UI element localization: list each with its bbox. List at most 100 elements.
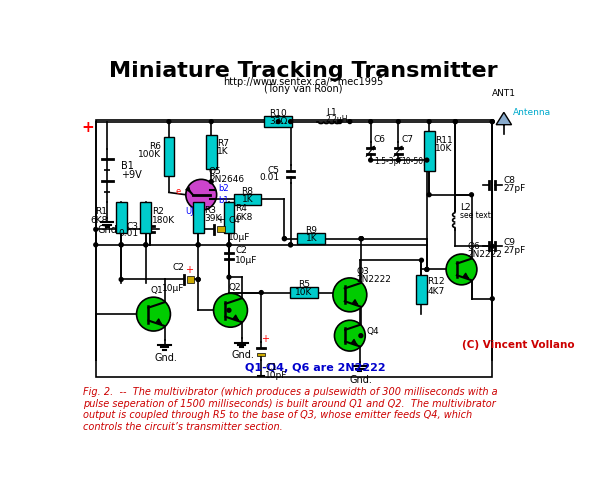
Circle shape — [277, 120, 280, 124]
Text: 10μF: 10μF — [235, 256, 257, 266]
Bar — [265, 116, 292, 127]
Text: (Tony van Roon): (Tony van Roon) — [265, 84, 343, 94]
Circle shape — [289, 243, 292, 246]
Text: 10μF: 10μF — [162, 284, 184, 293]
Circle shape — [196, 243, 200, 246]
Text: Q2: Q2 — [228, 282, 241, 292]
Text: Gnd.: Gnd. — [155, 353, 178, 363]
Text: 2.2μH: 2.2μH — [326, 115, 349, 124]
Text: 1K: 1K — [217, 147, 229, 156]
Circle shape — [259, 290, 263, 294]
Circle shape — [359, 236, 363, 240]
Text: b2: b2 — [218, 184, 229, 193]
Bar — [96, 120, 493, 377]
Text: 2N2222: 2N2222 — [467, 250, 503, 258]
Text: C4: C4 — [228, 216, 240, 226]
Circle shape — [283, 236, 286, 240]
Text: +: + — [82, 120, 94, 135]
Text: C9: C9 — [503, 238, 515, 247]
Circle shape — [196, 243, 200, 246]
Text: 4K7: 4K7 — [428, 286, 445, 296]
Bar — [116, 202, 127, 234]
Text: R8: R8 — [241, 187, 253, 196]
Bar — [224, 202, 235, 234]
Circle shape — [425, 268, 429, 272]
Polygon shape — [496, 112, 512, 124]
Text: Q3: Q3 — [356, 267, 369, 276]
Text: 1.5-3pF: 1.5-3pF — [374, 157, 403, 166]
Circle shape — [119, 243, 123, 246]
Circle shape — [348, 120, 352, 124]
Circle shape — [214, 294, 247, 327]
Text: 6K8: 6K8 — [90, 216, 107, 224]
Circle shape — [289, 120, 292, 124]
Text: ANT1: ANT1 — [492, 90, 516, 98]
Circle shape — [196, 278, 200, 281]
Circle shape — [454, 120, 457, 124]
Text: 0.01: 0.01 — [260, 174, 280, 182]
Circle shape — [369, 120, 373, 124]
Circle shape — [490, 120, 494, 124]
Circle shape — [425, 268, 429, 272]
Text: C1: C1 — [265, 364, 277, 372]
Text: 2N2222: 2N2222 — [356, 275, 391, 284]
Circle shape — [397, 158, 400, 162]
Bar — [140, 202, 151, 234]
Circle shape — [119, 278, 123, 281]
Circle shape — [359, 236, 364, 240]
Bar — [164, 137, 174, 175]
Bar — [290, 287, 317, 298]
Circle shape — [333, 278, 367, 312]
Text: see text: see text — [460, 211, 491, 220]
Text: C5: C5 — [268, 166, 280, 175]
Circle shape — [227, 308, 231, 312]
Text: Q4: Q4 — [367, 328, 379, 336]
Circle shape — [446, 254, 477, 285]
Circle shape — [209, 180, 213, 184]
Circle shape — [94, 243, 98, 246]
Text: Q1-Q4, Q6 are 2N2222: Q1-Q4, Q6 are 2N2222 — [245, 363, 386, 373]
Text: Antenna: Antenna — [513, 108, 551, 117]
Text: R2: R2 — [152, 207, 164, 216]
Text: http://www.sentex.ca/~mec1995: http://www.sentex.ca/~mec1995 — [224, 76, 384, 86]
Bar — [217, 226, 225, 232]
Circle shape — [427, 120, 431, 124]
Text: +: + — [217, 215, 224, 225]
Circle shape — [227, 243, 231, 246]
Text: 10μF: 10μF — [228, 232, 251, 241]
Text: R10: R10 — [269, 110, 287, 118]
Circle shape — [470, 193, 473, 196]
Text: R1: R1 — [95, 207, 107, 216]
Circle shape — [144, 243, 148, 246]
Text: R11: R11 — [436, 136, 453, 144]
Circle shape — [119, 243, 123, 246]
Text: b1: b1 — [218, 196, 229, 204]
Text: R6: R6 — [149, 142, 161, 150]
Text: R3: R3 — [205, 206, 217, 214]
Text: 6K8: 6K8 — [235, 212, 253, 222]
Text: e: e — [176, 187, 181, 196]
Circle shape — [359, 236, 364, 240]
Text: 27pF: 27pF — [503, 184, 526, 193]
Circle shape — [289, 243, 292, 246]
Circle shape — [94, 228, 98, 232]
Text: 0.01: 0.01 — [119, 229, 139, 238]
Circle shape — [419, 258, 424, 262]
Text: R9: R9 — [305, 226, 317, 235]
Circle shape — [427, 193, 431, 196]
Circle shape — [137, 297, 170, 331]
Circle shape — [167, 120, 171, 124]
Text: Q5: Q5 — [209, 167, 221, 176]
Text: +: + — [185, 265, 193, 275]
Circle shape — [283, 236, 286, 240]
Text: Gnd.: Gnd. — [97, 225, 120, 235]
Bar — [424, 131, 434, 171]
Bar — [193, 202, 203, 234]
Text: 10K: 10K — [295, 288, 313, 297]
Circle shape — [209, 120, 213, 124]
Bar — [416, 275, 427, 304]
Circle shape — [338, 120, 342, 124]
Text: +9V: +9V — [121, 170, 142, 180]
Text: R7: R7 — [217, 138, 229, 147]
Circle shape — [227, 275, 231, 279]
